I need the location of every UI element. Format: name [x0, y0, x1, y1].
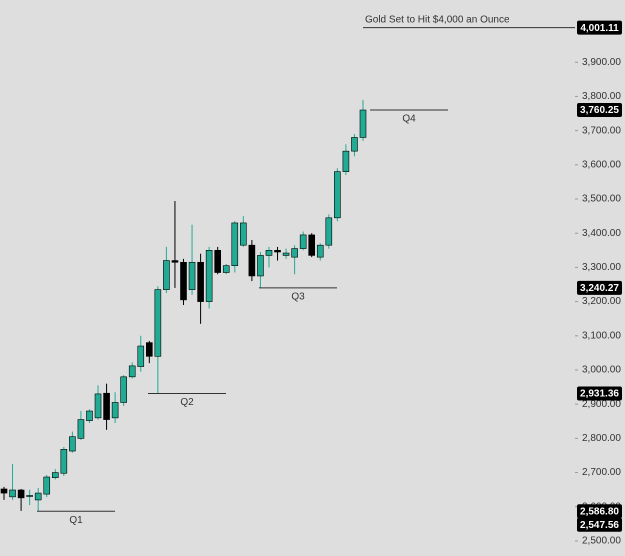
candle-body: [299, 234, 307, 249]
candle-body: [257, 255, 264, 277]
y-tick-label: 3,200.00: [582, 296, 621, 307]
candle-body: [94, 393, 102, 419]
price-label: 2,931.36: [580, 389, 619, 400]
candle-body: [231, 222, 239, 266]
candle-body: [146, 342, 153, 357]
price-label: 2,586.80: [580, 506, 619, 517]
candle-body: [103, 392, 110, 420]
candle-body: [265, 250, 273, 256]
candle-body: [86, 410, 93, 421]
candle-body: [222, 265, 230, 273]
candle-body: [180, 261, 187, 301]
candle-body: [351, 137, 358, 152]
candle-body: [274, 250, 281, 253]
candle-body: [308, 234, 316, 256]
y-tick-label: 3,500.00: [582, 194, 621, 205]
candle-body: [43, 476, 51, 495]
price-label: 2,547.56: [580, 520, 619, 531]
candle-body: [359, 109, 367, 138]
y-tick-label: 3,600.00: [582, 159, 621, 170]
candle-body: [197, 261, 204, 302]
candle-body: [154, 289, 162, 357]
y-tick-label: 3,800.00: [582, 91, 621, 102]
level-text: Q1: [69, 515, 83, 526]
level-text: Q2: [180, 397, 194, 408]
price-label: 4,001.11: [580, 23, 619, 34]
candle-body: [325, 217, 333, 246]
price-box: [577, 103, 622, 118]
y-tick-label: 3,000.00: [582, 365, 621, 376]
candle-body: [9, 489, 16, 498]
price-box: [577, 386, 622, 401]
candle-body: [171, 260, 179, 263]
candle-body: [60, 449, 68, 474]
level-text: Gold Set to Hit $4,000 an Ounce: [365, 14, 510, 25]
candle-body: [137, 345, 145, 367]
y-tick-label: 2,800.00: [582, 433, 621, 444]
candle-body: [111, 402, 119, 419]
candle-body: [282, 252, 290, 256]
candle-body: [26, 495, 33, 497]
y-tick-label: 3,300.00: [582, 262, 621, 273]
y-tick-label: 3,900.00: [582, 57, 621, 68]
candle-body: [163, 260, 170, 290]
candle-body: [120, 376, 127, 403]
candle-body: [291, 248, 298, 258]
price-label: 3,760.25: [580, 105, 619, 116]
level-text: Q3: [291, 291, 305, 302]
candle-body: [188, 261, 196, 290]
y-tick-label: 3,700.00: [582, 125, 621, 136]
y-tick-label: 2,700.00: [582, 467, 621, 478]
candle-body: [69, 436, 76, 452]
candle-body: [51, 472, 59, 478]
level-text: Q4: [402, 114, 416, 125]
candle-body: [34, 492, 42, 501]
candle-body: [334, 171, 341, 219]
price-box: [577, 280, 622, 295]
candle-body: [316, 244, 324, 258]
price-box: [577, 20, 622, 35]
candle-body: [0, 488, 8, 494]
candle-body: [248, 244, 256, 277]
price-label: 3,240.27: [580, 283, 619, 294]
candle-body: [17, 489, 25, 499]
candle-body: [77, 419, 85, 439]
candle-body: [342, 150, 350, 172]
candle-body: [128, 365, 136, 378]
price-box: [577, 517, 622, 532]
candle-body: [240, 222, 247, 246]
y-tick-label: 3,100.00: [582, 330, 621, 341]
candle-body: [214, 250, 221, 273]
candle-body: [205, 250, 213, 302]
y-tick-label: 2,500.00: [582, 536, 621, 547]
price-box: [577, 504, 622, 519]
y-tick-label: 2,900.00: [582, 399, 621, 410]
y-tick-label: 3,400.00: [582, 228, 621, 239]
